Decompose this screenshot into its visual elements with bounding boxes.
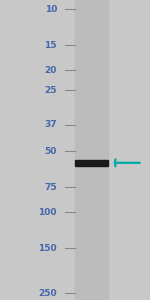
Text: 100: 100 — [39, 208, 57, 217]
Text: 250: 250 — [38, 289, 57, 298]
Text: 75: 75 — [44, 182, 57, 191]
Text: 10: 10 — [45, 5, 57, 14]
Text: 50: 50 — [45, 147, 57, 156]
Text: 37: 37 — [44, 120, 57, 129]
Text: 25: 25 — [45, 85, 57, 94]
Text: 150: 150 — [38, 244, 57, 253]
Bar — [75, 0, 108, 300]
Bar — [75, 160, 108, 166]
Text: 15: 15 — [45, 40, 57, 50]
Text: 20: 20 — [45, 66, 57, 75]
